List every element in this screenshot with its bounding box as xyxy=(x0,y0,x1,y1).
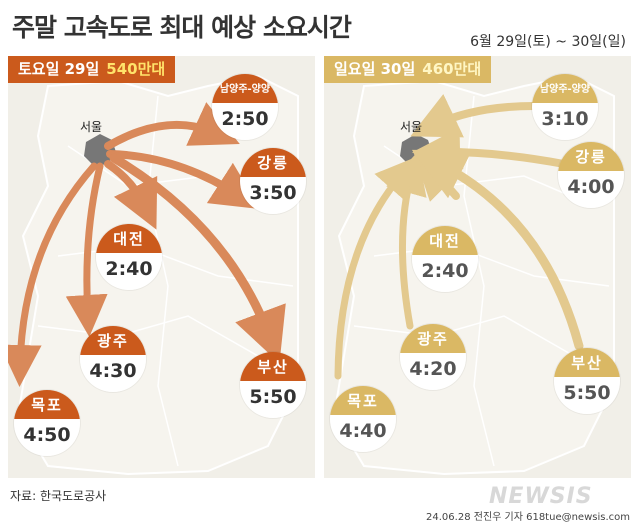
traffic-volume: 460만대 xyxy=(422,60,482,78)
route-arrows xyxy=(8,102,286,387)
badge-namyangju-yangyang: 남양주-양양 2:50 xyxy=(212,74,278,140)
seoul-label: 서울 xyxy=(400,120,423,134)
arrow-to-yangyang xyxy=(104,102,240,150)
badge-gwangju: 광주 4:20 xyxy=(400,324,466,390)
badge-namyangju-yangyang: 남양주-양양 3:10 xyxy=(532,74,598,140)
badge-gwangju: 광주 4:30 xyxy=(80,326,146,392)
badge-daejeon: 대전 2:40 xyxy=(412,226,478,292)
korea-map-sunday xyxy=(332,74,615,476)
day-label: 토요일 29일 xyxy=(18,60,100,78)
badge-busan: 부산 5:50 xyxy=(240,352,306,418)
arrow-to-gwangju xyxy=(65,162,108,337)
badge-gangneung: 강릉 4:00 xyxy=(558,142,624,208)
route-arrows xyxy=(334,94,584,380)
date-range: 6월 29일(토) ~ 30일(일) xyxy=(470,34,626,50)
day-label: 일요일 30일 xyxy=(334,60,416,78)
badge-busan: 부산 5:50 xyxy=(554,348,620,414)
arrow-from-yangyang xyxy=(410,94,538,138)
arrow-from-mokpo xyxy=(334,156,418,380)
source-note: 자료: 한국도로공사 xyxy=(10,489,107,503)
saturday-header: 토요일 29일 540만대 xyxy=(8,56,176,83)
saturday-panel: 토요일 29일 540만대 서울 남양주-양양 2:50 강릉 3:50 대전 2… xyxy=(8,56,315,478)
arrow-to-daejeon xyxy=(104,160,158,230)
sunday-panel: 일요일 30일 460만대 서울 남양주-양양 3:10 강릉 4:00 대전 2… xyxy=(324,56,631,478)
traffic-volume: 540만대 xyxy=(106,60,166,78)
badge-mokpo: 목포 4:50 xyxy=(14,390,80,456)
page-title: 주말 고속도로 최대 예상 소요시간 xyxy=(12,13,352,42)
arrow-to-mokpo xyxy=(8,162,98,387)
badge-gangneung: 강릉 3:50 xyxy=(240,148,306,214)
travel-time: 3:50 xyxy=(240,177,306,214)
arrow-to-gangneung xyxy=(106,150,261,210)
seoul-label: 서울 xyxy=(80,120,103,134)
arrow-from-busan xyxy=(411,149,584,351)
badge-mokpo: 목포 4:40 xyxy=(330,386,396,452)
arrow-to-busan xyxy=(109,153,286,364)
sunday-header: 일요일 30일 460만대 xyxy=(324,56,492,83)
newsis-logo: NEWSIS xyxy=(489,484,593,509)
badge-daejeon: 대전 2:40 xyxy=(96,224,162,290)
travel-time: 4:50 xyxy=(14,419,80,456)
credit-line: 24.06.28 전진우 기자 618tue@newsis.com xyxy=(426,512,630,523)
